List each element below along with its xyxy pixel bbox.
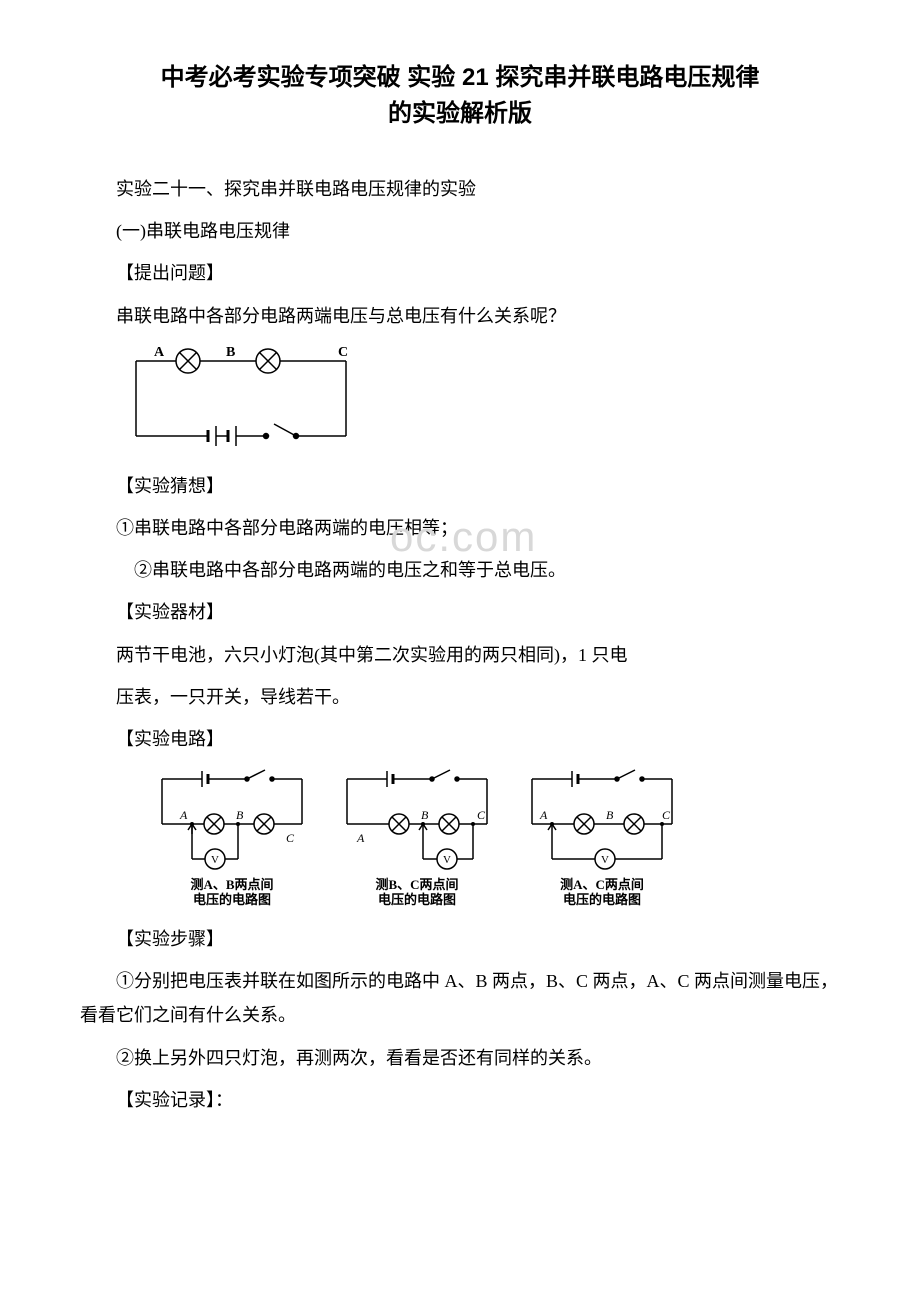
guess-2: ②串联电路中各部分电路两端的电压之和等于总电压。 bbox=[80, 553, 840, 587]
svg-text:测A、B两点间: 测A、B两点间 bbox=[190, 877, 273, 892]
svg-text:B: B bbox=[236, 808, 244, 822]
svg-text:A: A bbox=[154, 345, 165, 360]
svg-text:A: A bbox=[179, 808, 188, 822]
step-1: ①分别把电压表并联在如图所示的电路中 A、B 两点，B、C 两点，A、C 两点间… bbox=[80, 964, 840, 1032]
heading-equipment: 【实验器材】 bbox=[80, 595, 840, 629]
title-line-1: 中考必考实验专项突破 实验 21 探究串并联电路电压规律 bbox=[161, 64, 760, 91]
circuit-diagram-main: A B C bbox=[116, 341, 376, 461]
svg-text:C: C bbox=[477, 808, 486, 822]
question-text: 串联电路中各部分电路两端电压与总电压有什么关系呢？ bbox=[80, 299, 840, 333]
heading-circuit: 【实验电路】 bbox=[80, 722, 840, 756]
svg-text:测B、C两点间: 测B、C两点间 bbox=[375, 877, 458, 892]
heading-section: (一)串联电路电压规律 bbox=[80, 214, 840, 248]
guess-1: ①串联电路中各部分电路两端的电压相等； bbox=[80, 511, 840, 545]
title-line-2: 的实验解析版 bbox=[388, 100, 532, 127]
svg-text:C: C bbox=[286, 831, 295, 845]
svg-text:电压的电路图: 电压的电路图 bbox=[378, 892, 456, 907]
heading-steps: 【实验步骤】 bbox=[80, 922, 840, 956]
svg-text:A: A bbox=[356, 831, 365, 845]
svg-text:电压的电路图: 电压的电路图 bbox=[563, 892, 641, 907]
svg-text:A: A bbox=[539, 808, 548, 822]
svg-text:B: B bbox=[421, 808, 429, 822]
equipment-line-2: 压表，一只开关，导线若干。 bbox=[80, 680, 840, 714]
svg-text:测A、C两点间: 测A、C两点间 bbox=[560, 877, 644, 892]
svg-text:电压的电路图: 电压的电路图 bbox=[193, 892, 271, 907]
svg-text:B: B bbox=[606, 808, 614, 822]
svg-text:B: B bbox=[226, 345, 235, 360]
heading-guess: 【实验猜想】 bbox=[80, 469, 840, 503]
heading-experiment: 实验二十一、探究串并联电路电压规律的实验 bbox=[80, 172, 840, 206]
circuit-diagram-row: V A B C 测A、B两点间 电压的电路图 bbox=[116, 764, 840, 914]
svg-text:V: V bbox=[601, 854, 609, 866]
step-2: ②换上另外四只灯泡，再测两次，看看是否还有同样的关系。 bbox=[80, 1041, 840, 1075]
heading-question: 【提出问题】 bbox=[80, 256, 840, 290]
svg-text:V: V bbox=[443, 854, 451, 866]
svg-text:C: C bbox=[338, 345, 348, 360]
equipment-line-1: 两节干电池，六只小灯泡(其中第二次实验用的两只相同)，1 只电 bbox=[80, 638, 840, 672]
svg-text:V: V bbox=[211, 854, 219, 866]
heading-record: 【实验记录】： bbox=[80, 1083, 840, 1117]
svg-text:C: C bbox=[662, 808, 671, 822]
